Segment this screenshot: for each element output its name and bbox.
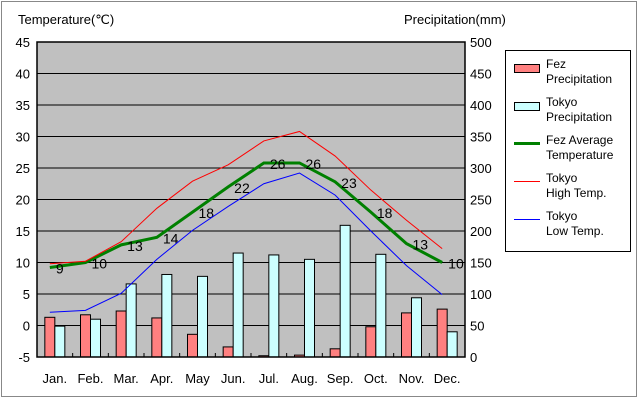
data-label: 22 [234,180,250,196]
bar-tokyo-precipitation [90,318,101,358]
right-tick-label: 250 [470,193,492,208]
right-tick-label: 450 [470,67,492,82]
left-tick-label: 15 [16,224,30,239]
legend-item-fez-avg-temp: Fez Average Temperature [506,133,630,169]
legend-item-tokyo-precipitation: Tokyo Precipitation [506,95,630,131]
bar-fez-precipitation [222,346,234,358]
month-label: Jul. [259,371,279,386]
data-label: 9 [56,261,64,277]
legend-label: Fez Average Temperature [546,133,614,162]
legend-label: Fez Precipitation [546,57,613,86]
legend-swatch-fez-temp [514,142,540,145]
bar-tokyo-precipitation [268,254,280,358]
bar-fez-precipitation [329,348,341,358]
legend-label: Tokyo High Temp. [546,171,607,200]
left-tick-label: 10 [16,256,30,271]
plot-border [36,41,466,358]
right-tick-label: 500 [470,35,492,50]
right-tick-label: 200 [470,224,492,239]
bar-fez-precipitation [436,308,448,358]
legend-label: Tokyo Low Temp. [546,209,604,238]
month-label: Aug. [291,371,318,386]
bar-tokyo-precipitation [161,273,173,358]
data-label: 10 [92,256,108,272]
left-tick-label: 20 [16,193,30,208]
data-label: 14 [163,230,179,246]
left-tick-label: 0 [23,319,30,334]
line-tokyo-high-temp- [49,130,443,265]
legend-swatch-tokyo-precip [514,102,540,111]
right-tick-label: 100 [470,287,492,302]
legend-item-tokyo-high: Tokyo High Temp. [506,171,630,207]
right-tick-label: 300 [470,161,492,176]
bar-tokyo-precipitation [411,297,422,358]
data-label: 23 [341,175,357,191]
month-label: Feb. [77,371,103,386]
bar-tokyo-precipitation [125,283,137,358]
legend-item-fez-precipitation: Fez Precipitation [506,57,630,93]
bar-fez-precipitation [401,312,412,358]
bar-tokyo-precipitation [446,331,458,358]
bar-fez-precipitation [80,314,91,358]
left-axis-title: Temperature(℃) [18,12,115,27]
data-label: 13 [413,237,429,253]
legend-swatch-fez-precip [514,64,540,73]
bar-fez-precipitation [44,316,56,358]
month-label: Mar. [114,371,139,386]
left-tick-label: 30 [16,130,30,145]
left-tick-label: 5 [23,287,30,302]
month-label: Jan. [43,371,68,386]
bar-tokyo-precipitation [375,253,387,358]
right-axis-title: Precipitation(mm) [404,12,506,27]
right-tick-label: 150 [470,256,492,271]
left-tick-label: 45 [16,35,30,50]
legend: Fez Precipitation Tokyo Precipitation Fe… [505,50,631,252]
data-label: 26 [306,156,322,172]
legend-item-tokyo-low: Tokyo Low Temp. [506,209,630,245]
month-label: May [185,371,210,386]
month-label: Sep. [327,371,354,386]
left-tick-label: 40 [16,67,30,82]
right-tick-label: 400 [470,98,492,113]
month-label: Oct. [364,371,388,386]
bar-fez-precipitation [365,326,377,358]
data-label: 10 [448,256,464,272]
bar-fez-precipitation [187,333,198,358]
bar-tokyo-precipitation [54,325,66,358]
bar-tokyo-precipitation [304,258,315,358]
data-label: 13 [127,238,143,254]
month-label: Nov. [399,371,425,386]
bar-fez-precipitation [115,310,127,358]
legend-swatch-tokyo-low [514,219,540,220]
left-tick-label: 35 [16,98,30,113]
bar-tokyo-precipitation [339,224,351,358]
right-tick-label: 0 [470,350,477,365]
month-label: Dec. [434,371,461,386]
left-tick-label: -5 [18,350,30,365]
legend-label: Tokyo Precipitation [546,95,613,124]
month-label: Jun. [221,371,246,386]
data-label: 26 [270,156,286,172]
data-label: 18 [377,205,393,221]
bar-tokyo-precipitation [197,275,208,358]
data-label: 18 [199,205,215,221]
bar-fez-precipitation [151,317,163,358]
right-tick-label: 50 [470,319,484,334]
line-tokyo-low-temp- [49,172,443,313]
bar-tokyo-precipitation [232,252,244,358]
legend-swatch-tokyo-high [514,181,540,182]
month-label: Apr. [150,371,173,386]
line-fez-average-temperature [49,161,443,270]
left-tick-label: 25 [16,161,30,176]
right-tick-label: 350 [470,130,492,145]
